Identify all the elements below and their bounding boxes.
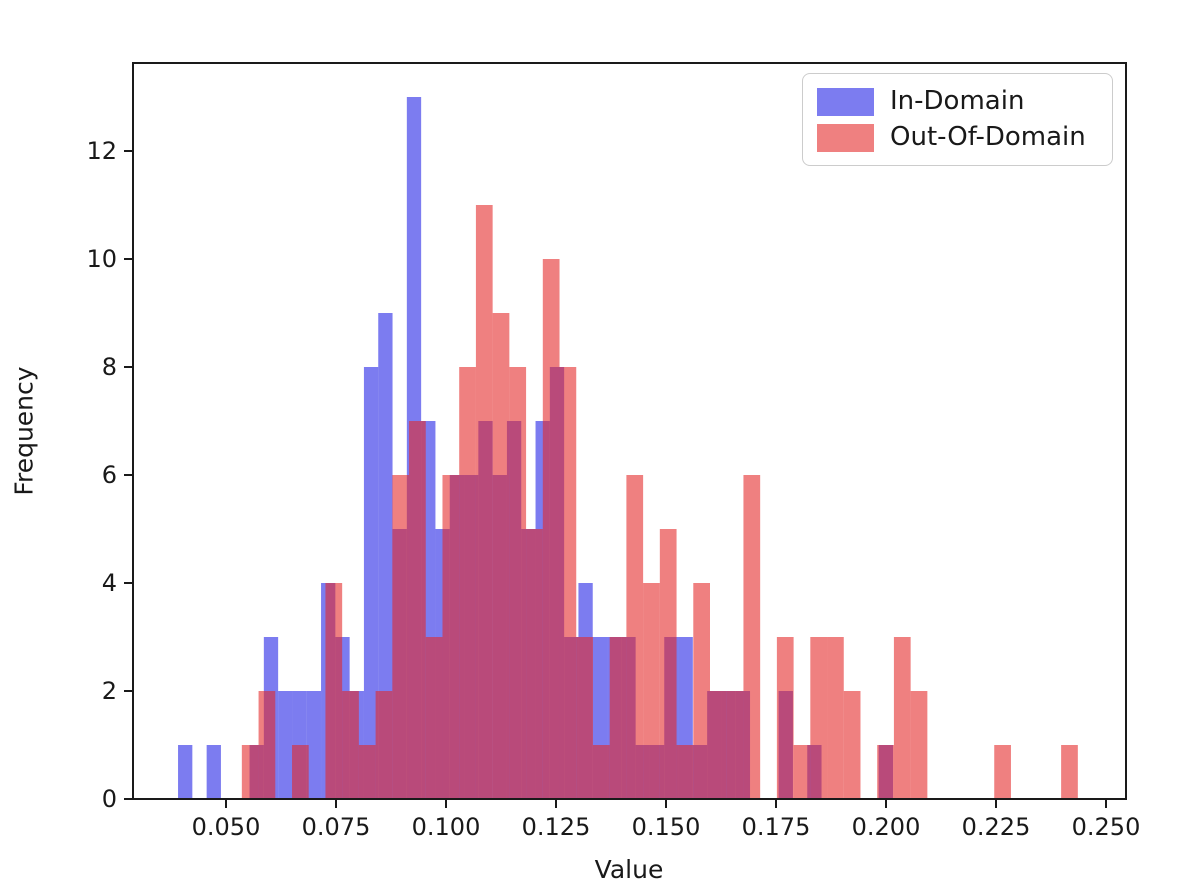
histogram-bar [776,637,794,799]
x-tick-label: 0.075 [302,813,371,841]
histogram-bar [877,745,894,799]
histogram-bar [793,745,811,799]
histogram-bar [306,691,322,799]
x-tick-label: 0.200 [852,813,921,841]
series-out-of-domain [241,205,1078,799]
y-tick-label: 0 [102,785,117,813]
histogram-bar [409,421,426,799]
histogram-bar [342,691,359,799]
histogram-bar [659,529,677,799]
histogram-bar [358,745,376,799]
histogram-bar [810,637,828,799]
histogram-bar [693,583,710,799]
histogram-bar [526,529,543,799]
histogram-bar [843,691,861,799]
x-tick-label: 0.175 [742,813,811,841]
legend-label-out-of-domain: Out-Of-Domain [890,121,1086,152]
histogram-bar [509,367,527,799]
histogram-bar [743,475,761,799]
plot-frame [132,62,1127,800]
histogram-bar [375,691,393,799]
y-tick-label: 10 [86,245,117,273]
histogram-bar [609,637,627,799]
x-tick-label: 0.050 [192,813,261,841]
histogram-bar [827,637,844,799]
histogram-bar [278,691,293,799]
legend: In-Domain Out-Of-Domain [802,73,1113,166]
histogram-bar [459,367,476,799]
histogram-bar [643,583,660,799]
histogram-bar [392,475,410,799]
histogram-bar [442,475,460,799]
x-tick-label: 0.100 [412,813,481,841]
histogram-bar [910,691,928,799]
legend-swatch-out-of-domain-icon [817,123,874,152]
histogram-bar [1061,745,1078,799]
histogram-bar [559,367,577,799]
histogram-bar [542,259,560,799]
histogram-bar [492,313,510,799]
legend-item-out-of-domain: Out-Of-Domain [817,122,1096,153]
y-tick-label: 8 [102,353,117,381]
x-tick-label: 0.150 [632,813,701,841]
histogram-bar [994,745,1011,799]
histogram-bar [893,637,911,799]
y-tick-label: 6 [102,461,117,489]
histogram-bar [378,313,393,799]
legend-swatch-in-domain-icon [817,87,874,116]
histogram-bar [710,691,727,799]
histogram-bar [363,367,379,799]
y-tick-label: 4 [102,569,117,597]
histogram-bar [475,205,493,799]
legend-item-in-domain: In-Domain [817,86,1096,117]
x-axis-title: Value [594,855,664,884]
histogram-bar [178,745,193,799]
histogram-bar [206,745,221,799]
histogram-bar [241,745,259,799]
x-tick-label: 0.125 [522,813,591,841]
y-axis-title: Frequency [9,366,39,496]
histogram-bar [325,583,343,799]
y-tick-label: 2 [102,677,117,705]
histogram-bar [576,637,593,799]
histogram-bar [292,745,309,799]
histogram-bar [626,475,644,799]
histogram-bar [726,691,744,799]
histogram-bar [676,745,694,799]
x-tick-label: 0.250 [1072,813,1141,841]
x-tick-label: 0.225 [962,813,1031,841]
y-tick-label: 12 [86,137,117,165]
histogram-bar [592,745,610,799]
histogram-bar [425,637,443,799]
histogram-bar [258,691,276,799]
legend-label-in-domain: In-Domain [890,85,1025,116]
